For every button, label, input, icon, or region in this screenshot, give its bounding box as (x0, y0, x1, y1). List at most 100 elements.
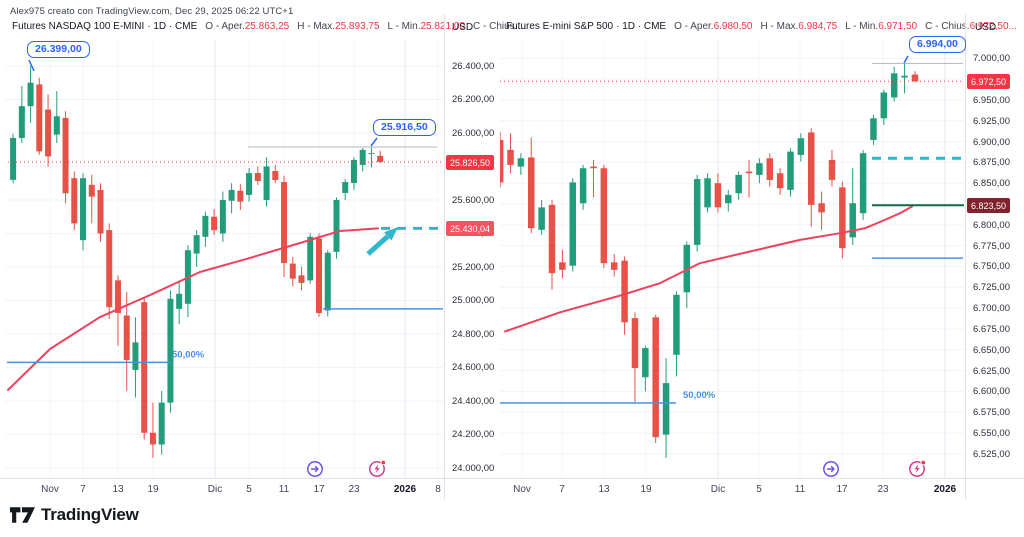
candle-body (342, 182, 349, 193)
time-tick-label: 2026 (393, 484, 417, 495)
symbol-legend-nasdaq[interactable]: Futures NASDAQ 100 E-MINI · 1D · CME O - A… (12, 21, 526, 32)
candle-body (507, 149, 514, 165)
time-tick-label: Dic (710, 484, 726, 495)
candle-body (704, 178, 711, 208)
candle-body (652, 317, 659, 438)
candle-body (766, 158, 774, 180)
price-callout-label[interactable]: 26.399,00 (27, 41, 90, 58)
nasdaq-canvas[interactable]: 50,00% (5, 40, 443, 478)
price-tick-label: 6.925,00 (973, 115, 1010, 127)
ohlc-low: L - Min.25.821,00 (387, 21, 465, 32)
events-lightning-icon[interactable] (368, 459, 387, 478)
candle-body (350, 159, 357, 184)
time-tick-label: 5 (246, 484, 252, 495)
price-tick-label: 6.725,00 (973, 282, 1010, 294)
time-axis[interactable]: Nov 7 13 19 Dic 5 11 17 23 2026 8 Nov 7 13 19 Dic 5 11 17 2… (0, 478, 1024, 500)
price-tick-label: 6.900,00 (973, 136, 1010, 148)
time-tick-label: 19 (640, 484, 652, 495)
candle-body (80, 178, 87, 241)
ohlc-low: L - Min.6.971,50 (845, 21, 918, 32)
price-tick-label: 6.550,00 (973, 428, 1010, 440)
time-tick-label: 17 (313, 484, 325, 495)
time-tick-label: 17 (836, 484, 848, 495)
sp500-canvas[interactable]: 50,00% (500, 40, 964, 478)
candle-body (71, 178, 78, 224)
candle-body (756, 163, 763, 175)
candle-body (600, 168, 608, 264)
candle-body (10, 137, 17, 180)
candle-body (590, 166, 597, 169)
candle-body (517, 158, 525, 167)
drawings-layer[interactable]: 50,00% (500, 55, 964, 404)
price-tick-label: 26.200,00 (452, 94, 495, 106)
price-tick-label: 25.600,00 (452, 194, 495, 206)
candle-body (828, 159, 836, 180)
chart-pane-nasdaq[interactable]: 50,00% (5, 40, 443, 478)
candle-body (263, 166, 270, 200)
candle-body (106, 230, 113, 308)
goto-realtime-icon[interactable] (306, 459, 325, 478)
price-tick-label: 6.750,00 (973, 261, 1010, 273)
price-tick-label: 6.600,00 (973, 386, 1010, 398)
drawings-layer[interactable]: 50,00% (5, 59, 443, 391)
price-axis-sp500[interactable]: 7.000,006.975,006.950,006.925,006.900,00… (966, 40, 1023, 478)
candle-body (359, 149, 366, 165)
price-tick-label: 6.700,00 (973, 303, 1010, 315)
goto-realtime-icon[interactable] (822, 459, 841, 478)
candle-body (219, 199, 226, 234)
candle-body (880, 92, 888, 119)
candle-body (859, 153, 867, 214)
price-callout-label[interactable]: 6.994,00 (909, 36, 966, 53)
price-tick-label: 6.875,00 (973, 157, 1010, 169)
candle-body (377, 155, 384, 163)
price-tick-label: 25.000,00 (452, 295, 495, 307)
tradingview-logo[interactable]: TradingView (10, 505, 139, 525)
candle-body (683, 244, 691, 293)
candle-body (807, 132, 815, 205)
events-lightning-icon[interactable] (908, 459, 927, 478)
time-tick-label: 13 (598, 484, 610, 495)
price-tag: 6.823,50 (967, 198, 1011, 213)
symbol-title[interactable]: Futures NASDAQ 100 E-MINI (12, 21, 145, 32)
candle-body (911, 74, 919, 82)
price-axis-nasdaq[interactable]: 26.400,0026.200,0026.000,0025.800,0025.6… (445, 40, 498, 478)
candle-body (62, 117, 69, 194)
time-tick-label: 23 (877, 484, 889, 495)
time-tick-label: 13 (112, 484, 124, 495)
pane-separator (965, 14, 966, 500)
symbol-legend-sp500[interactable]: Futures E-mini S&P 500 · 1D · CME O - Aper… (506, 21, 1017, 32)
axis-currency-label: USD (975, 22, 997, 33)
candle-body (849, 203, 856, 238)
candles-layer (10, 66, 384, 458)
price-tick-label: 26.000,00 (452, 127, 495, 139)
price-callout-label[interactable]: 25.916,50 (373, 119, 436, 136)
time-tick-label: Dic (207, 484, 223, 495)
candle-body (333, 199, 340, 252)
attribution-text: Alex975 creato con TradingView.com, Dec … (10, 6, 294, 17)
candle-body (548, 204, 556, 274)
candle-body (36, 84, 43, 152)
fib-50-label: 50,00% (172, 349, 205, 360)
candle-body (167, 298, 174, 403)
symbol-title[interactable]: Futures E-mini S&P 500 (506, 21, 614, 32)
candle-body (693, 179, 701, 245)
price-tick-label: 6.525,00 (973, 448, 1010, 460)
time-tick-label: 5 (756, 484, 762, 495)
tradingview-logo-text: TradingView (41, 505, 139, 524)
candle-body (559, 262, 566, 270)
candle-body (141, 302, 148, 433)
candle-body (673, 294, 680, 355)
pane-separator (444, 14, 445, 500)
candles-layer (500, 63, 919, 459)
chart-pane-sp500[interactable]: 50,00% (500, 40, 964, 478)
tradingview-logo-icon (10, 507, 35, 523)
candle-body (307, 236, 314, 281)
candle-body (211, 216, 218, 231)
candle-body (745, 171, 753, 174)
price-tick-label: 6.625,00 (973, 365, 1010, 377)
candle-body (114, 280, 121, 314)
ohlc-open: O - Aper.6.980,50 (674, 21, 753, 32)
candle-body (193, 235, 200, 254)
candle-body (123, 315, 130, 360)
price-tag: 25.826,50 (446, 155, 495, 170)
